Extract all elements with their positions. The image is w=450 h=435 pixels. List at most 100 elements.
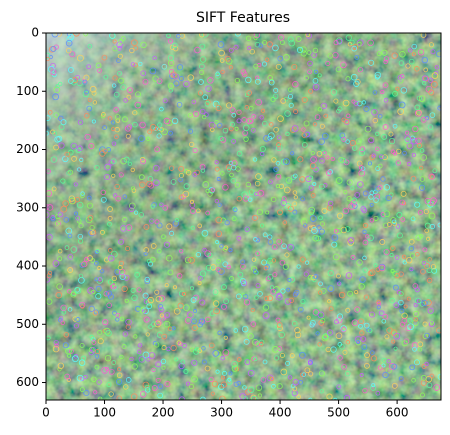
keypoint [249,48,255,55]
keypoint [275,173,282,180]
keypoint [420,374,427,381]
keypoint [405,63,411,69]
keypoint [129,207,134,213]
keypoint [308,371,314,377]
keypoint [58,81,63,87]
keypoint [93,390,98,395]
keypoint [132,121,138,128]
keypoint [423,67,429,73]
keypoint [236,118,242,124]
keypoint [199,164,206,170]
keypoint [344,119,350,125]
keypoint [111,127,116,132]
keypoint [215,369,220,374]
keypoint [417,143,423,149]
keypoint [111,141,117,146]
keypoint [428,173,435,180]
keypoint [133,210,139,215]
keypoint [240,280,247,287]
keypoint [323,182,328,188]
keypoint [346,179,353,186]
keypoint [255,283,261,289]
keypoint [374,71,382,79]
keypoint [201,346,206,351]
keypoint [155,361,162,368]
keypoint [121,344,127,350]
keypoint [425,236,431,241]
keypoint [391,339,396,344]
keypoint [159,313,164,318]
keypoint [404,135,411,142]
keypoint [318,370,325,377]
keypoint [247,333,254,340]
image [46,33,441,400]
keypoint [67,233,73,239]
keypoint [70,142,78,150]
keypoint [321,334,329,342]
keypoint [301,141,308,148]
keypoint [241,280,247,286]
keypoint [123,98,128,103]
keypoint [336,38,343,45]
keypoint [371,355,378,362]
keypoint [250,321,257,327]
keypoint [292,173,298,179]
keypoint [412,346,417,352]
keypoint [78,273,83,278]
keypoint [322,333,329,340]
keypoint [87,97,92,102]
keypoint [142,381,150,389]
keypoint [173,307,181,315]
keypoint [121,116,128,123]
keypoint [391,363,398,370]
keypoint [318,138,325,145]
keypoint [176,101,183,108]
keypoint [277,346,283,351]
keypoint [97,68,102,73]
keypoint [87,214,94,221]
keypoint [318,183,325,190]
keypoint [379,239,386,245]
keypoint [337,281,342,286]
keypoint [252,157,258,162]
keypoint [376,305,381,310]
keypoint [383,210,391,218]
keypoint [345,113,351,118]
keypoint [290,151,295,156]
keypoint [272,93,279,100]
keypoint [287,93,294,100]
keypoint [399,308,405,314]
keypoint [382,124,389,131]
keypoint [335,66,342,73]
keypoint [228,126,234,132]
keypoint [236,150,243,157]
keypoint [241,191,248,198]
keypoint [164,381,171,388]
keypoint [157,392,163,399]
keypoint [335,177,343,184]
keypoint [189,286,195,291]
keypoint [153,164,160,172]
keypoint [134,271,141,278]
keypoint [218,135,224,141]
keypoint [139,307,146,314]
keypoint [68,195,75,202]
keypoint [422,81,427,86]
keypoint [326,393,333,400]
chart-title: SIFT Features [196,10,290,26]
keypoint [301,372,307,377]
keypoint [426,277,433,284]
keypoint [87,255,94,262]
keypoint [253,36,258,41]
keypoint [401,318,408,324]
y-tick-label: 500 [16,317,39,331]
keypoint [312,78,319,84]
keypoint [356,100,363,107]
keypoint [410,175,417,182]
keypoint [107,248,113,253]
keypoint [268,179,273,185]
keypoint [358,283,365,290]
keypoint [134,101,142,109]
keypoint [118,268,126,276]
keypoint [106,382,112,388]
